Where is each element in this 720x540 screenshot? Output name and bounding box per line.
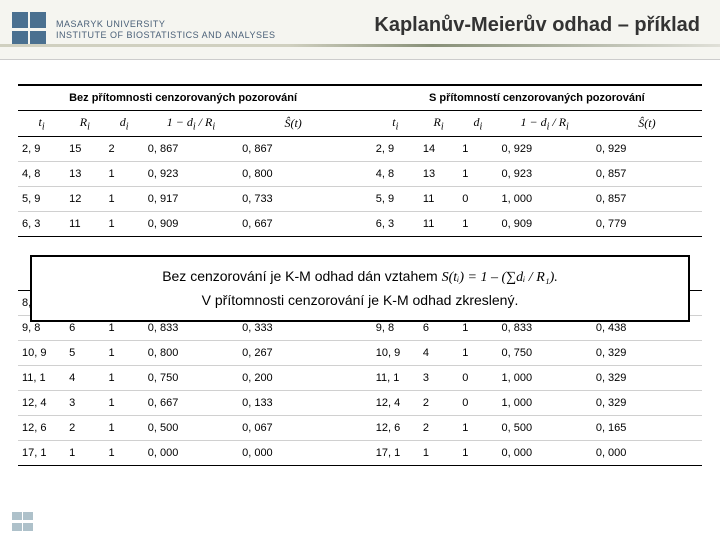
slide-header: MASARYK UNIVERSITY INSTITUTE OF BIOSTATI… (0, 0, 720, 60)
title-underline (0, 44, 720, 47)
group-header-right: S přítomností cenzorovaných pozorování (372, 85, 702, 111)
table-row: 12, 4310, 6670, 13312, 4201, 0000, 329 (18, 391, 702, 416)
col-S-right: Ŝ(t) (592, 111, 702, 137)
table-row: 17, 1110, 0000, 00017, 1110, 0000, 000 (18, 441, 702, 466)
institution-line2: INSTITUTE OF BIOSTATISTICS AND ANALYSES (56, 30, 276, 41)
logo-block: MASARYK UNIVERSITY INSTITUTE OF BIOSTATI… (12, 12, 276, 48)
col-S-left: Ŝ(t) (238, 111, 348, 137)
col-t-right: ti (372, 111, 419, 137)
table-row: 10, 9510, 8000, 26710, 9410, 7500, 329 (18, 341, 702, 366)
col-frac-right: 1 − di / Ri (497, 111, 591, 137)
institution-text: MASARYK UNIVERSITY INSTITUTE OF BIOSTATI… (56, 19, 276, 41)
footer-logo-icon (12, 512, 36, 532)
group-header-left: Bez přítomnosti cenzorovaných pozorování (18, 85, 348, 111)
institution-line1: MASARYK UNIVERSITY (56, 19, 276, 30)
group-gap (348, 85, 372, 111)
slide-title: Kaplanův-Meierův odhad – příklad (374, 14, 700, 37)
formula-overlay: Bez cenzorování je K-M odhad dán vztahem… (30, 255, 690, 322)
table-row: 4, 81310, 9230, 8004, 81310, 9230, 857 (18, 162, 702, 187)
col-d-left: di (104, 111, 143, 137)
table-row: 6, 31110, 9090, 6676, 31110, 9090, 779 (18, 212, 702, 237)
table-row: 5, 91210, 9170, 7335, 91101, 0000, 857 (18, 187, 702, 212)
iba-logo-icon (12, 12, 48, 48)
table-row: 12, 6210, 5000, 06712, 6210, 5000, 165 (18, 416, 702, 441)
col-d-right: di (458, 111, 497, 137)
overlay-line2: V přítomnosti cenzorování je K-M odhad z… (44, 289, 676, 311)
content-area: Bez přítomnosti cenzorovaných pozorování… (0, 60, 720, 466)
col-frac-left: 1 − di / Ri (144, 111, 238, 137)
col-R-left: Ri (65, 111, 104, 137)
col-t-left: ti (18, 111, 65, 137)
table-row: 11, 1410, 7500, 20011, 1301, 0000, 329 (18, 366, 702, 391)
col-R-right: Ri (419, 111, 458, 137)
overlay-line1: Bez cenzorování je K-M odhad dán vztahem… (44, 265, 676, 289)
table-row: 2, 91520, 8670, 8672, 91410, 9290, 929 (18, 137, 702, 162)
table-body-top: 2, 91520, 8670, 8672, 91410, 9290, 9294,… (18, 137, 702, 237)
